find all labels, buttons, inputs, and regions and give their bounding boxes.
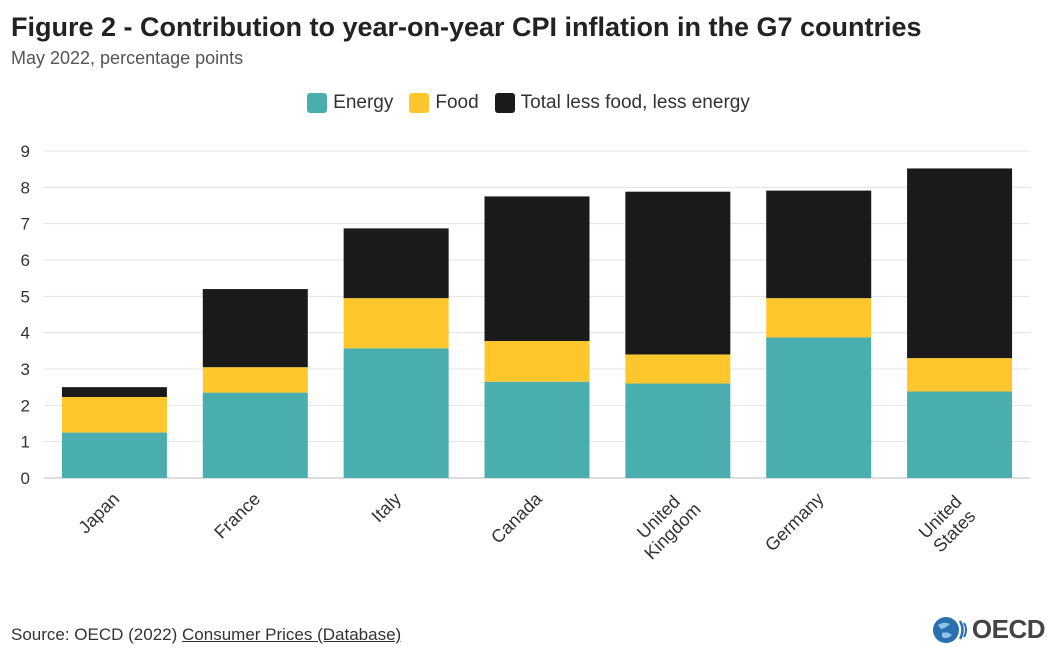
legend-item-energy[interactable]: Energy [307,92,393,114]
bar-italy-food [343,298,449,349]
legend-swatch-core [494,93,515,113]
chart-subtitle: May 2022, percentage points [11,48,244,68]
y-tick-label-2: 2 [21,396,30,415]
y-tick-label-3: 3 [21,360,30,379]
logo-text: OECD [971,614,1046,644]
bar-united-kingdom-total-less-food-less-energy [625,191,731,355]
y-tick-label-0: 0 [21,469,30,488]
bar-united-kingdom-energy [625,383,731,478]
source-prefix: Source: OECD (2022) [11,625,183,644]
bar-united-states-energy [907,391,1013,478]
bar-germany-total-less-food-less-energy [766,190,872,299]
bar-france-total-less-food-less-energy [202,289,308,368]
bar-japan-total-less-food-less-energy [61,387,167,397]
chart-legend: Energy Food Total less food, less energy [0,92,1057,114]
legend-label-food: Food [435,92,479,113]
bar-japan-food [61,396,167,433]
bar-canada-food [484,341,590,382]
bar-germany-food [766,298,872,338]
y-tick-label-1: 1 [21,433,30,452]
bar-canada-energy [484,381,590,478]
legend-swatch-energy [307,93,328,113]
bar-united-kingdom-food [625,354,731,384]
y-tick-label-5: 5 [21,287,30,306]
x-tick-label-canada: Canada [487,488,546,547]
x-tick-label-italy: Italy [367,489,404,526]
x-tick-label-germany: Germany [761,489,827,555]
legend-item-food[interactable]: Food [409,92,479,114]
bar-italy-energy [343,348,449,478]
bar-france-food [202,367,308,393]
legend-label-energy: Energy [333,92,394,113]
legend-item-core[interactable]: Total less food, less energy [494,92,750,114]
x-tick-label-japan: Japan [74,489,123,538]
chart-title: Figure 2 - Contribution to year-on-year … [11,12,922,42]
legend-swatch-food [409,93,430,113]
bar-united-states-total-less-food-less-energy [907,168,1013,359]
bar-germany-energy [766,337,872,478]
oecd-logo: OECD [932,614,1046,645]
bar-france-energy [202,392,308,478]
y-tick-label-6: 6 [21,251,30,270]
y-tick-label-8: 8 [21,178,30,197]
globe-icon [932,616,967,643]
source-link[interactable]: Consumer Prices (Database) [182,625,402,644]
y-tick-label-9: 9 [21,142,30,161]
bar-italy-total-less-food-less-energy [343,228,449,299]
source-note: Source: OECD (2022) Consumer Prices (Dat… [11,625,401,645]
y-tick-label-4: 4 [21,324,30,343]
x-tick-label-france: France [210,489,264,543]
y-tick-label-7: 7 [21,215,30,234]
bar-japan-energy [61,432,167,478]
x-tick-label-united-kingdom: UnitedKingdom [626,485,705,564]
bar-canada-total-less-food-less-energy [484,196,590,342]
bar-united-states-food [907,358,1013,392]
legend-label-core: Total less food, less energy [520,92,750,113]
x-tick-label-united-states: UnitedStates [915,492,980,557]
